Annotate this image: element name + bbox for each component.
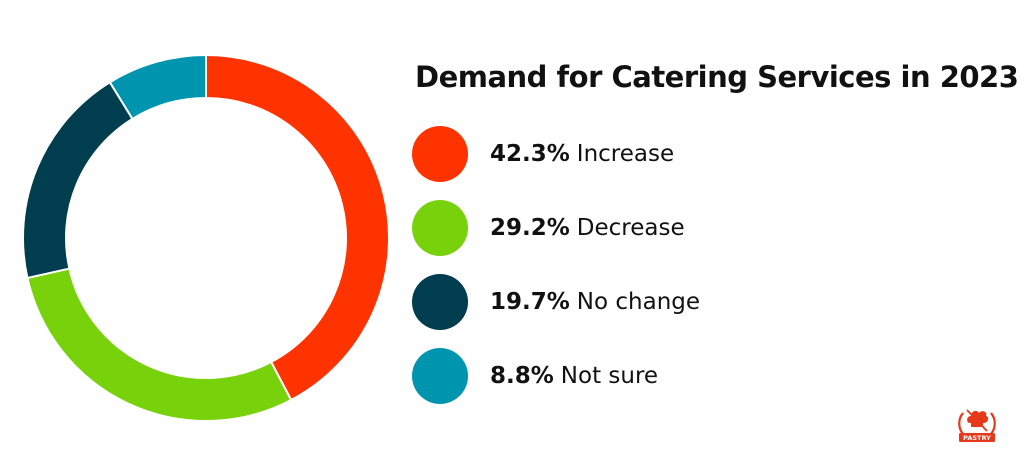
- legend-item-not-sure: 8.8% Not sure: [412, 348, 700, 404]
- legend-item-no-change: 19.7% No change: [412, 274, 700, 330]
- legend-value: 29.2%: [490, 215, 570, 241]
- legend-label: Decrease: [576, 215, 685, 241]
- whisk-icon: [966, 409, 988, 432]
- donut-slice-increase: [205, 53, 390, 402]
- legend-text: 19.7% No change: [490, 289, 700, 315]
- logo-text: PASTRY: [963, 434, 991, 442]
- chef-hat-icon: [967, 410, 989, 423]
- legend-text: 8.8% Not sure: [490, 363, 658, 389]
- legend-text: 42.3% Increase: [490, 141, 674, 167]
- laurel-right-icon: [990, 412, 996, 435]
- legend-label: No change: [576, 289, 701, 315]
- legend-swatch-not-sure: [412, 348, 468, 404]
- donut-slice-decrease: [26, 267, 293, 422]
- donut-slice-not-sure: [108, 53, 207, 121]
- legend: 42.3% Increase 29.2% Decrease 19.7% No chan…: [412, 126, 700, 422]
- hat-band-icon: [971, 423, 983, 427]
- chart-title: Demand for Catering Services in 2023: [415, 60, 1019, 94]
- chef-hat-whisk-logo: PASTRY: [958, 409, 996, 442]
- legend-swatch-decrease: [412, 200, 468, 256]
- legend-label: Increase: [576, 141, 675, 167]
- donut-slice-no-change: [22, 80, 134, 280]
- donut-chart: [22, 53, 390, 422]
- legend-label: Not sure: [560, 363, 659, 389]
- legend-swatch-increase: [412, 126, 468, 182]
- logo-ribbon: [959, 433, 995, 442]
- laurel-left-icon: [958, 412, 964, 435]
- legend-item-decrease: 29.2% Decrease: [412, 200, 700, 256]
- legend-text: 29.2% Decrease: [490, 215, 685, 241]
- legend-value: 8.8%: [490, 363, 554, 389]
- legend-value: 42.3%: [490, 141, 570, 167]
- legend-value: 19.7%: [490, 289, 570, 315]
- legend-swatch-no-change: [412, 274, 468, 330]
- legend-item-increase: 42.3% Increase: [412, 126, 700, 182]
